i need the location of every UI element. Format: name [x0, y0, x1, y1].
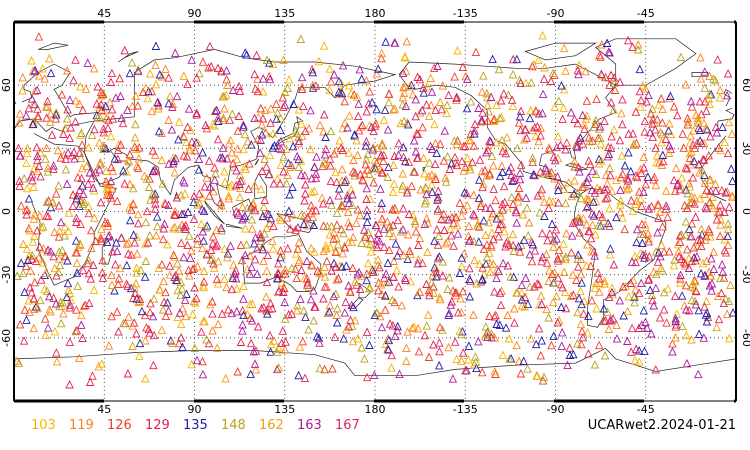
left-lat-label: 30 [0, 141, 13, 155]
coastline [101, 236, 115, 265]
station-markers [12, 30, 738, 389]
bottom-lon-label: 45 [97, 403, 111, 416]
bottom-lon-label: 180 [365, 403, 386, 416]
coastline [118, 51, 139, 63]
product-label: UCARwet2.2024-01-21 [588, 418, 736, 433]
left-lat-label: -30 [0, 266, 13, 284]
right-lat-label: 60 [740, 78, 750, 92]
left-lat-label: -60 [0, 329, 13, 347]
left-lat-label: 60 [0, 78, 13, 92]
right-lat-label: 30 [740, 141, 750, 155]
coastline [691, 72, 709, 78]
bottom-lon-label: 90 [188, 403, 202, 416]
legend-item-135: 135 [183, 418, 208, 433]
coastline [274, 116, 304, 147]
legend-item-119: 119 [69, 418, 94, 433]
left-latitude-labels: 60 30 0 -30 -60 [0, 78, 13, 347]
right-lat-label: -60 [740, 329, 750, 347]
legend-item-103: 103 [31, 418, 56, 433]
right-lat-label: 0 [740, 208, 750, 215]
coastline [524, 42, 597, 61]
legend-item-167: 167 [335, 418, 360, 433]
bottom-lon-label: 135 [274, 403, 295, 416]
legend: 103 119 126 129 135 148 162 163 167 [31, 418, 360, 433]
legend-item-148: 148 [221, 418, 246, 433]
legend-item-129: 129 [145, 418, 170, 433]
top-lon-label: -90 [547, 7, 565, 20]
bottom-lon-label: -135 [453, 403, 478, 416]
marker-group-167 [15, 35, 734, 389]
top-lon-label: 135 [274, 7, 295, 20]
coastline [226, 223, 243, 229]
bottom-longitude-labels: 45 90 135 180 -135 -90 -45 [97, 403, 654, 416]
coastline [204, 200, 225, 225]
marker-group-162 [18, 43, 737, 383]
top-lon-label: -135 [453, 7, 478, 20]
legend-item-162: 162 [259, 418, 284, 433]
coastline [13, 347, 737, 377]
bottom-lon-label: -45 [637, 403, 655, 416]
top-lon-label: 90 [188, 7, 202, 20]
right-lat-label: -30 [740, 266, 750, 284]
coastline [83, 49, 397, 211]
coastline [276, 213, 316, 233]
legend-item-163: 163 [297, 418, 322, 433]
coastline [232, 198, 254, 221]
legend-item-126: 126 [107, 418, 132, 433]
coastline [422, 166, 426, 172]
top-lon-label: -45 [637, 7, 655, 20]
bottom-lon-label: -90 [547, 403, 565, 416]
top-lon-label: 180 [365, 7, 386, 20]
right-latitude-labels: 60 30 0 -30 -60 [740, 78, 750, 347]
coastline [717, 107, 735, 122]
top-lon-label: 45 [97, 7, 111, 20]
coastline [37, 42, 69, 50]
coastline [254, 158, 260, 166]
marker-group-163 [15, 38, 732, 383]
top-longitude-labels: 45 90 135 180 -135 -90 -45 [97, 7, 654, 20]
left-lat-label: 0 [0, 208, 13, 215]
coastline [13, 63, 99, 132]
coastline [594, 38, 697, 86]
